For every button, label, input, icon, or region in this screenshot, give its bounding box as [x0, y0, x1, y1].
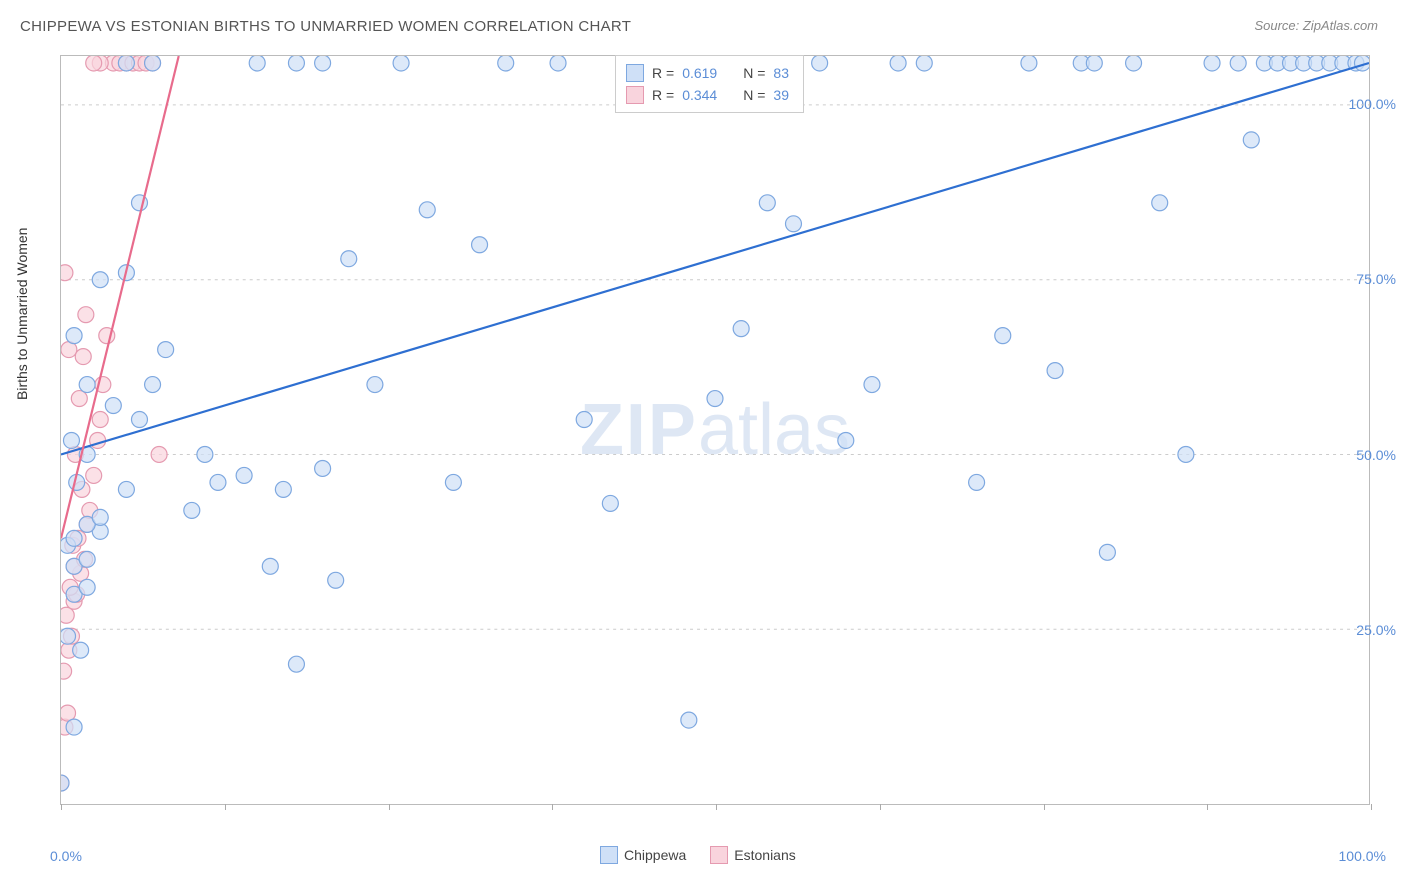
y-axis-label: Births to Unmarried Women [14, 228, 30, 400]
legend-r-value: 0.344 [682, 84, 717, 106]
x-tick [389, 804, 390, 810]
legend-item-estonians: Estonians [710, 846, 795, 864]
legend-r-value: 0.619 [682, 62, 717, 84]
legend-swatch-chippewa [600, 846, 618, 864]
chart-title: CHIPPEWA VS ESTONIAN BIRTHS TO UNMARRIED… [20, 18, 631, 35]
source-attribution: Source: ZipAtlas.com [1254, 18, 1378, 33]
x-tick [552, 804, 553, 810]
legend-n-label: N = [743, 62, 765, 84]
legend-swatch-chippewa [626, 64, 644, 82]
series-legend: Chippewa Estonians [600, 846, 796, 864]
legend-item-chippewa: Chippewa [600, 846, 686, 864]
correlation-legend: R = 0.619 N = 83 R = 0.344 N = 39 [615, 55, 804, 113]
legend-swatch-estonians [710, 846, 728, 864]
legend-row: R = 0.344 N = 39 [626, 84, 789, 106]
x-tick [225, 804, 226, 810]
x-tick [716, 804, 717, 810]
x-tick [61, 804, 62, 810]
x-tick [880, 804, 881, 810]
x-tick [1044, 804, 1045, 810]
x-axis-min-label: 0.0% [50, 848, 82, 864]
legend-row: R = 0.619 N = 83 [626, 62, 789, 84]
legend-n-value: 39 [773, 84, 789, 106]
legend-n-label: N = [743, 84, 765, 106]
x-axis-max-label: 100.0% [1339, 848, 1386, 864]
legend-label: Chippewa [624, 847, 686, 863]
legend-n-value: 83 [773, 62, 789, 84]
chart-frame: ZIPatlas [60, 55, 1370, 805]
legend-label: Estonians [734, 847, 795, 863]
x-tick [1207, 804, 1208, 810]
legend-swatch-estonians [626, 86, 644, 104]
x-tick [1371, 804, 1372, 810]
legend-r-label: R = [652, 84, 674, 106]
legend-r-label: R = [652, 62, 674, 84]
scatter-plot [61, 56, 1369, 804]
